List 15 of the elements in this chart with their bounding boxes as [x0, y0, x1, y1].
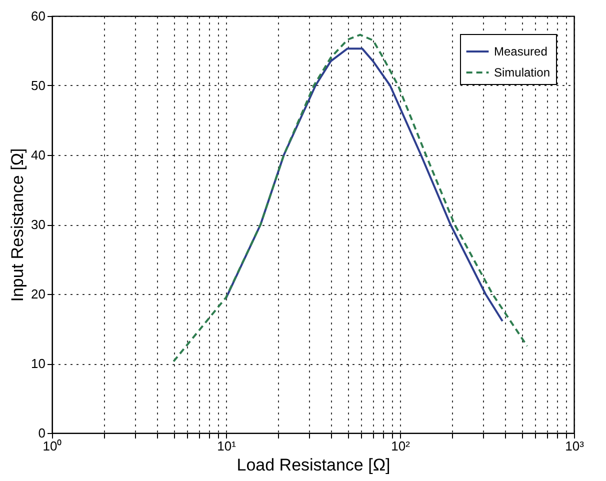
y-tick-label: 60 [31, 8, 46, 24]
x-tick-label: 10² [391, 438, 411, 454]
y-tick-label: 40 [31, 148, 46, 162]
x-tick-label: 10⁰ [42, 438, 62, 454]
x-tick-label: 10¹ [217, 438, 237, 454]
x-tick-label: 10³ [565, 438, 585, 454]
y-tick-label: 10 [31, 356, 46, 371]
y-axis-title: Input Resistance [Ω] [8, 148, 28, 302]
legend-label: Measured [494, 44, 548, 58]
y-tick-label: 30 [31, 217, 46, 232]
y-tick-label: 50 [31, 78, 46, 93]
y-tick-label: 0 [38, 426, 46, 440]
x-axis-title: Load Resistance [Ω] [236, 456, 390, 474]
y-tick-label: 20 [31, 286, 46, 302]
legend-label: Simulation [494, 66, 550, 80]
